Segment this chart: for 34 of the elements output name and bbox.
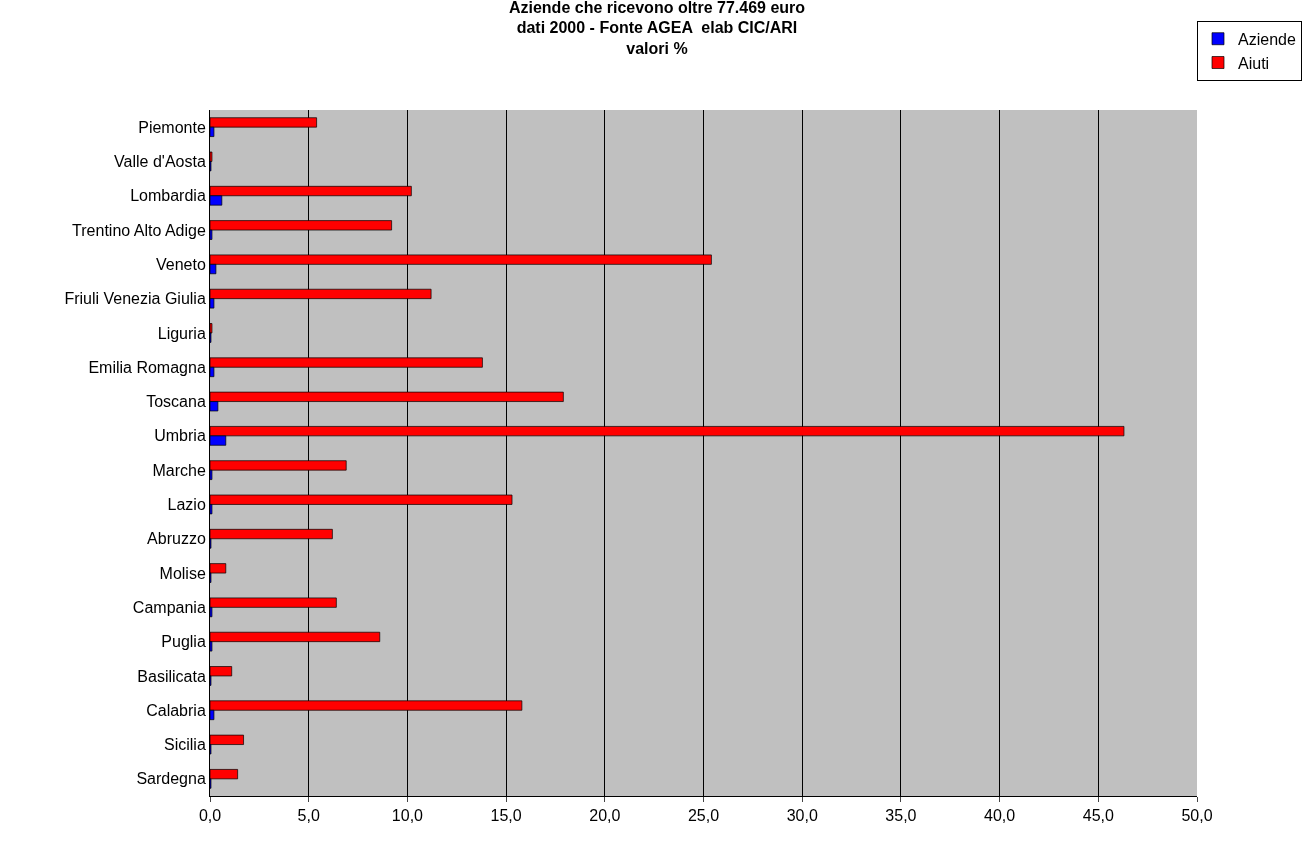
x-tick-label: 25,0 — [687, 807, 720, 825]
y-tick-label: Marche — [152, 461, 206, 479]
x-tick-label: 45,0 — [1082, 807, 1114, 825]
x-tick-label: 0,0 — [198, 807, 222, 825]
x-tick-label: 40,0 — [984, 807, 1016, 825]
legend-label: Aiuti — [1238, 54, 1270, 72]
y-tick-label: Toscana — [146, 393, 206, 411]
chart-title: Aziende che ricevono oltre 77.469 euro dati 2000 - Fonte AGEA elab CIC/ARI valori % — [508, 0, 806, 58]
y-tick-label: Puglia — [161, 633, 206, 651]
y-tick-label: Calabria — [146, 701, 206, 719]
y-tick-label: Basilicata — [137, 667, 206, 685]
y-tick-label: Friuli Venezia Giulia — [64, 290, 206, 308]
y-tick-label: Emilia Romagna — [88, 358, 206, 376]
x-tick-label: 5,0 — [297, 807, 320, 825]
y-tick-label: Piemonte — [138, 118, 206, 136]
x-tick-label: 50,0 — [1181, 807, 1213, 825]
x-tick-label: 30,0 — [786, 807, 818, 825]
y-tick-label: Valle d'Aosta — [114, 153, 206, 171]
y-tick-label: Liguria — [157, 324, 206, 342]
y-tick-label: Lazio — [167, 496, 206, 514]
y-tick-label: Veneto — [155, 255, 206, 273]
x-tick-label: 20,0 — [589, 807, 621, 825]
legend-label: Aziende — [1238, 30, 1296, 48]
y-tick-label: Umbria — [154, 427, 206, 445]
y-tick-label: Sicilia — [164, 736, 206, 754]
y-tick-label: Molise — [159, 564, 206, 582]
y-tick-label: Sardegna — [136, 770, 206, 788]
y-tick-label: Abruzzo — [147, 530, 206, 548]
x-tick-label: 10,0 — [391, 807, 424, 825]
x-tick-label: 15,0 — [490, 807, 522, 825]
y-tick-label: Trentino Alto Adige — [72, 221, 206, 239]
x-tick-label: 35,0 — [885, 807, 917, 825]
y-tick-label: Lombardia — [130, 187, 206, 205]
y-tick-label: Campania — [132, 598, 206, 616]
